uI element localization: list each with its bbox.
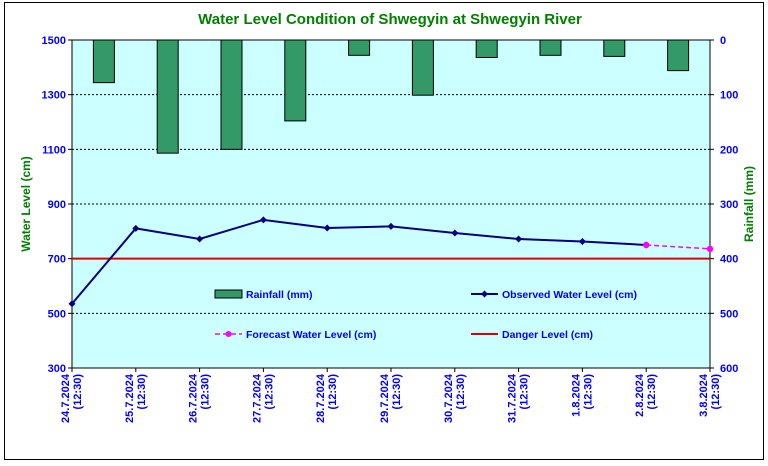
rainfall-bar	[156, 39, 179, 154]
chart-area: Water Level Condition of Shwegyin at Shw…	[4, 2, 764, 460]
observed-point	[387, 222, 395, 230]
svg-text:29.7.2024(12:30): 29.7.2024(12:30)	[379, 373, 403, 423]
svg-text:1.8.2024(12:30): 1.8.2024(12:30)	[570, 373, 594, 417]
rainfall-bar	[603, 39, 626, 57]
legend: Rainfall (mm) Observed Water Level (cm) Fo…	[214, 289, 637, 341]
rainfall-bars	[92, 39, 690, 154]
y-right-tick-label: 0	[720, 35, 726, 47]
y-right-tick-label: 200	[720, 144, 738, 156]
y-right-tick-label: 600	[720, 363, 738, 375]
y-left-tick-label: 300	[48, 363, 66, 375]
svg-text:30.7.2024(12:30): 30.7.2024(12:30)	[443, 373, 467, 423]
y-left-tick-label: 1500	[42, 35, 66, 47]
y-right-tick-label: 100	[720, 90, 738, 102]
observed-point	[578, 237, 586, 245]
rainfall-bar	[475, 39, 498, 58]
y-axis-left: 300 500 700 900 1100 1300 1500	[42, 35, 72, 375]
y-right-tick-label: 500	[720, 308, 738, 320]
rainfall-bar	[539, 39, 562, 56]
legend-forecast-label: Forecast Water Level (cm)	[246, 329, 376, 341]
y-right-tick-label: 400	[720, 254, 738, 266]
x-tick-label: 29.7.2024(12:30)	[379, 373, 403, 423]
y-axis-right: 0 100 200 300 400 500 600	[710, 35, 738, 375]
y-axis-right-title: Rainfall (mm)	[742, 166, 756, 242]
rainfall-bar	[92, 39, 115, 84]
legend-rainfall-swatch	[214, 289, 243, 299]
x-tick-label: 1.8.2024(12:30)	[570, 373, 594, 417]
svg-text:3.8.2024(12:30): 3.8.2024(12:30)	[698, 373, 722, 417]
chart-title: Water Level Condition of Shwegyin at Shw…	[198, 11, 582, 28]
observed-water-level-line	[71, 218, 647, 305]
rainfall-bar	[284, 39, 307, 122]
forecast-points	[643, 241, 714, 253]
x-tick-label: 30.7.2024(12:30)	[443, 373, 467, 423]
rainfall-bar	[220, 39, 243, 150]
x-tick-label: 26.7.2024(12:30)	[188, 373, 212, 423]
y-left-tick-label: 1100	[42, 144, 66, 156]
svg-text:31.7.2024(12:30): 31.7.2024(12:30)	[507, 373, 531, 423]
observed-point	[515, 235, 523, 243]
rainfall-bar	[411, 39, 434, 96]
x-tick-label: 31.7.2024(12:30)	[507, 373, 531, 423]
y-left-tick-label: 900	[48, 199, 66, 211]
x-tick-label: 2.8.2024(12:30)	[634, 373, 658, 417]
y-left-tick-label: 700	[48, 254, 66, 266]
forecast-point	[706, 245, 714, 253]
x-tick-label: 27.7.2024(12:30)	[251, 373, 275, 423]
svg-text:24.7.2024(12:30): 24.7.2024(12:30)	[60, 373, 84, 423]
legend-observed-label: Observed Water Level (cm)	[502, 289, 637, 301]
y-right-tick-label: 300	[720, 199, 738, 211]
observed-point	[132, 224, 140, 232]
rainfall-bar	[348, 39, 371, 56]
x-tick-label: 24.7.2024(12:30)	[60, 373, 84, 423]
legend-observed-marker	[481, 290, 488, 298]
observed-point	[451, 229, 459, 237]
legend-rainfall-label: Rainfall (mm)	[246, 289, 313, 301]
y-axis-left-title: Water Level (cm)	[19, 156, 33, 252]
chart-svg: Water Level Condition of Shwegyin at Shw…	[19, 11, 756, 423]
forecast-point	[643, 241, 650, 249]
y-left-tick-label: 500	[48, 308, 66, 320]
x-tick-label: 25.7.2024(12:30)	[124, 373, 148, 423]
rainfall-bar	[667, 39, 690, 72]
forecast-water-level-line	[646, 244, 711, 250]
y-left-tick-label: 1300	[42, 90, 66, 102]
x-tick-label: 3.8.2024(12:30)	[698, 373, 722, 417]
legend-danger-label: Danger Level (cm)	[502, 329, 593, 341]
svg-text:2.8.2024(12:30): 2.8.2024(12:30)	[634, 373, 658, 417]
svg-text:27.7.2024(12:30): 27.7.2024(12:30)	[251, 373, 275, 423]
svg-text:28.7.2024(12:30): 28.7.2024(12:30)	[315, 373, 339, 423]
observed-point	[68, 300, 76, 308]
x-tick-label: 28.7.2024(12:30)	[315, 373, 339, 423]
observed-point	[323, 224, 331, 232]
legend-forecast-marker	[225, 331, 232, 337]
observed-points	[68, 216, 650, 308]
observed-point	[196, 235, 204, 243]
x-axis: 24.7.2024(12:30) 25.7.2024(12:30) 26.7.202…	[60, 368, 722, 423]
observed-point	[259, 216, 267, 224]
svg-text:25.7.2024(12:30): 25.7.2024(12:30)	[124, 373, 148, 423]
svg-text:26.7.2024(12:30): 26.7.2024(12:30)	[188, 373, 212, 423]
